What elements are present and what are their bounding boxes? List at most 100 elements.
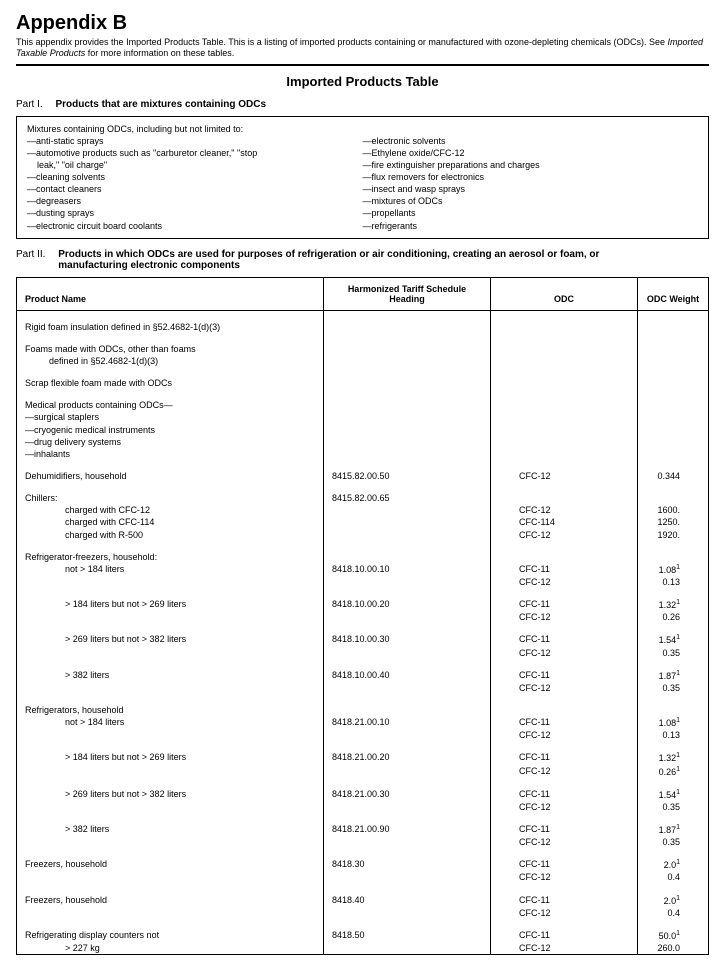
cell-wt: 0.4 bbox=[638, 907, 709, 919]
table-row: CFC-120.35 bbox=[17, 836, 709, 848]
mixtures-item: —Ethylene oxide/CFC-12 bbox=[363, 147, 699, 159]
cell-wt bbox=[638, 321, 709, 333]
cell-odc: CFC-12 bbox=[491, 470, 638, 482]
mixtures-item: —cleaning solvents bbox=[27, 171, 363, 183]
cell-wt: 0.4 bbox=[638, 871, 709, 883]
cell-hts bbox=[324, 551, 491, 563]
th-odc: ODC bbox=[491, 277, 638, 310]
table-row: charged with CFC-12CFC-121600. bbox=[17, 504, 709, 516]
cell-odc: CFC-11 bbox=[491, 751, 638, 764]
cell-name: > 382 liters bbox=[17, 669, 324, 682]
cell-hts bbox=[324, 529, 491, 541]
cell-name bbox=[17, 576, 324, 588]
cell-hts bbox=[324, 801, 491, 813]
cell-wt: 1.321 bbox=[638, 751, 709, 764]
part2-table: Product Name Harmonized Tariff Schedule … bbox=[16, 277, 709, 955]
mixtures-item: —electronic solvents bbox=[363, 135, 699, 147]
cell-odc: CFC-11 bbox=[491, 563, 638, 576]
cell-odc: CFC-12 bbox=[491, 729, 638, 741]
cell-wt: 0.35 bbox=[638, 801, 709, 813]
th-wt: ODC Weight bbox=[638, 277, 709, 310]
cell-name: —cryogenic medical instruments bbox=[17, 424, 324, 436]
cell-odc: CFC-12 bbox=[491, 942, 638, 955]
cell-name bbox=[17, 729, 324, 741]
cell-hts bbox=[324, 424, 491, 436]
cell-name bbox=[17, 801, 324, 813]
cell-odc: CFC-11 bbox=[491, 858, 638, 871]
cell-wt bbox=[638, 551, 709, 563]
table-row: CFC-120.261 bbox=[17, 765, 709, 778]
cell-hts bbox=[324, 836, 491, 848]
cell-name: charged with R-500 bbox=[17, 529, 324, 541]
part1-intro: Mixtures containing ODCs, including but … bbox=[27, 123, 698, 135]
cell-hts: 8418.50 bbox=[324, 929, 491, 942]
cell-name: Rigid foam insulation defined in §52.468… bbox=[17, 321, 324, 333]
appendix-title: Appendix B bbox=[16, 12, 709, 35]
table-row: charged with CFC-114CFC-1141250. bbox=[17, 516, 709, 528]
cell-name: > 184 liters but not > 269 liters bbox=[17, 751, 324, 764]
cell-name: Freezers, household bbox=[17, 858, 324, 871]
cell-odc bbox=[491, 436, 638, 448]
cell-odc: CFC-11 bbox=[491, 894, 638, 907]
table-row: Freezers, household8418.40CFC-112.01 bbox=[17, 894, 709, 907]
table-row bbox=[17, 333, 709, 343]
cell-name: > 269 liters but not > 382 liters bbox=[17, 633, 324, 646]
cell-wt bbox=[638, 377, 709, 389]
table-row bbox=[17, 848, 709, 858]
cell-hts bbox=[324, 411, 491, 423]
cell-hts bbox=[324, 907, 491, 919]
cell-hts bbox=[324, 355, 491, 367]
table-row: Scrap flexible foam made with ODCs bbox=[17, 377, 709, 389]
table-row: Refrigerator-freezers, household: bbox=[17, 551, 709, 563]
cell-wt bbox=[638, 424, 709, 436]
table-row: Medical products containing ODCs— bbox=[17, 399, 709, 411]
cell-name: not > 184 liters bbox=[17, 716, 324, 729]
cell-name: Refrigerating display counters not bbox=[17, 929, 324, 942]
cell-hts bbox=[324, 729, 491, 741]
cell-odc: CFC-11 bbox=[491, 929, 638, 942]
cell-odc bbox=[491, 399, 638, 411]
cell-hts bbox=[324, 516, 491, 528]
cell-odc: CFC-12 bbox=[491, 504, 638, 516]
cell-wt: 1.871 bbox=[638, 669, 709, 682]
cell-odc: CFC-12 bbox=[491, 907, 638, 919]
table-row: > 184 liters but not > 269 liters8418.10… bbox=[17, 598, 709, 611]
cell-hts: 8415.82.00.65 bbox=[324, 492, 491, 504]
cell-odc bbox=[491, 377, 638, 389]
table-row: Freezers, household8418.30CFC-112.01 bbox=[17, 858, 709, 871]
cell-wt: 0.13 bbox=[638, 576, 709, 588]
cell-hts bbox=[324, 647, 491, 659]
cell-hts bbox=[324, 321, 491, 333]
part2-label: Part II. bbox=[16, 249, 45, 260]
cell-wt bbox=[638, 448, 709, 460]
table-row: > 269 liters but not > 382 liters8418.21… bbox=[17, 788, 709, 801]
table-row: CFC-120.4 bbox=[17, 907, 709, 919]
table-row: —inhalants bbox=[17, 448, 709, 460]
cell-name bbox=[17, 765, 324, 778]
mixtures-item: —mixtures of ODCs bbox=[363, 195, 699, 207]
appendix-intro: This appendix provides the Imported Prod… bbox=[16, 37, 709, 60]
mixtures-item: —flux removers for electronics bbox=[363, 171, 699, 183]
table-row bbox=[17, 389, 709, 399]
cell-hts bbox=[324, 448, 491, 460]
cell-wt: 1920. bbox=[638, 529, 709, 541]
table-row bbox=[17, 541, 709, 551]
cell-odc bbox=[491, 411, 638, 423]
table-header-row: Product Name Harmonized Tariff Schedule … bbox=[17, 277, 709, 310]
cell-wt: 0.35 bbox=[638, 647, 709, 659]
cell-hts bbox=[324, 682, 491, 694]
cell-wt: 1.541 bbox=[638, 633, 709, 646]
table-row bbox=[17, 460, 709, 470]
table-row bbox=[17, 778, 709, 788]
cell-name: Refrigerator-freezers, household: bbox=[17, 551, 324, 563]
part1-col-right: —electronic solvents—Ethylene oxide/CFC-… bbox=[363, 135, 699, 232]
cell-odc: CFC-114 bbox=[491, 516, 638, 528]
cell-wt: 1.541 bbox=[638, 788, 709, 801]
cell-wt bbox=[638, 704, 709, 716]
cell-hts bbox=[324, 399, 491, 411]
table-row: > 227 kgCFC-12260.0 bbox=[17, 942, 709, 955]
cell-wt bbox=[638, 492, 709, 504]
table-row: CFC-120.4 bbox=[17, 871, 709, 883]
cell-wt: 1.321 bbox=[638, 598, 709, 611]
cell-name: > 269 liters but not > 382 liters bbox=[17, 788, 324, 801]
